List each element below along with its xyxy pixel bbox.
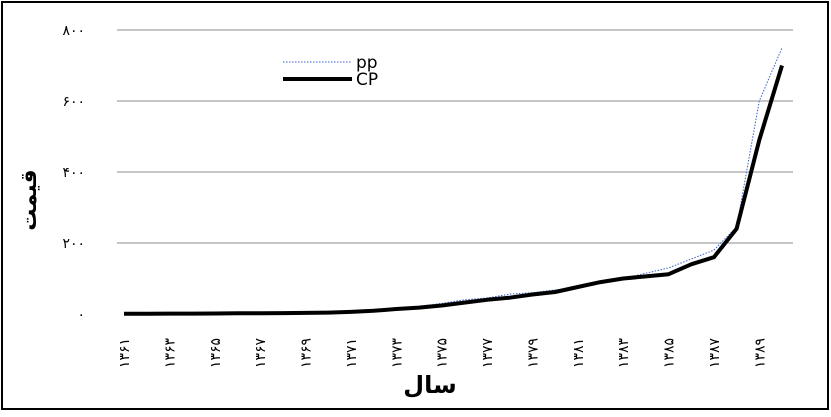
legend-label: CP [356, 70, 378, 90]
x-tick-label: ۱۳۸۱ [571, 338, 587, 368]
series-line-pp [124, 47, 783, 315]
y-tick-label: ۲۰۰ [62, 236, 85, 252]
x-tick-label: ۱۳۶۷ [253, 338, 269, 369]
series-line-cp [124, 64, 784, 316]
x-tick-label: ۱۳۶۹ [299, 338, 315, 368]
legend-label: pp [356, 53, 378, 73]
y-tick-label: ۶۰۰ [62, 94, 85, 110]
series-layer [124, 47, 784, 316]
x-tick-label: ۱۳۷۹ [525, 338, 541, 368]
x-tick-label: ۱۳۸۹ [752, 338, 768, 368]
x-tick-label: ۱۳۸۳ [616, 338, 632, 369]
x-axis-label: سال [403, 371, 456, 399]
grid-layer [117, 29, 793, 244]
chart-frame [1, 1, 829, 410]
x-tick-label: ۱۳۸۷ [707, 338, 723, 369]
x-tick-label: ۱۳۶۳ [162, 338, 178, 369]
x-tick-label: ۱۳۶۵ [208, 338, 224, 368]
x-tick-label: ۱۳۸۵ [662, 338, 678, 368]
y-tick-label: ۸۰۰ [62, 23, 85, 39]
x-tick-label: ۱۳۷۷ [480, 338, 496, 369]
x-tick-label: ۱۳۶۱ [117, 338, 133, 368]
x-tick-label: ۱۳۷۵ [435, 338, 451, 368]
y-tick-label: ۰ [77, 307, 85, 323]
y-axis-label: قیمت [17, 169, 42, 230]
x-axis-ticks: ۱۳۶۱ ۱۳۶۳ ۱۳۶۵ ۱۳۶۷ ۱۳۶۹ ۱۳۷۱ ۱۳۷۳ ۱۳۷۵ ۱۳۷۷ ۱۳۷۹… [117, 338, 768, 369]
y-axis-ticks: ۰ ۲۰۰ ۴۰۰ ۶۰۰ ۸۰۰ [62, 23, 85, 323]
x-tick-label: ۱۳۷۳ [389, 338, 405, 369]
y-tick-label: ۴۰۰ [62, 165, 85, 181]
x-tick-label: ۱۳۷۱ [344, 338, 360, 368]
